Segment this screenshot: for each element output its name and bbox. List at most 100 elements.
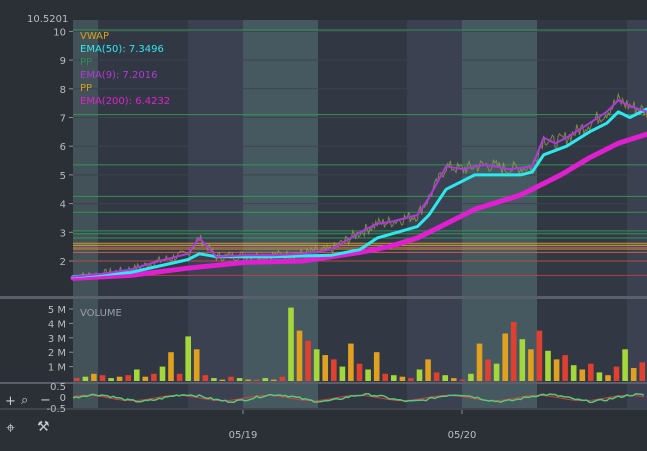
volume-tick-label: 4 M <box>48 319 66 330</box>
volume-bar <box>211 378 217 381</box>
volume-bar <box>296 330 303 381</box>
volume-bar <box>613 366 620 381</box>
volume-tick-label: 5 M <box>48 305 66 316</box>
volume-bar <box>348 343 354 381</box>
legend-entry: VWAP <box>80 31 109 42</box>
volume-bar <box>253 379 260 381</box>
volume-bar <box>570 365 577 381</box>
session-shade <box>407 20 462 296</box>
volume-bar <box>502 333 508 381</box>
volume-bar <box>245 379 251 381</box>
volume-bar <box>459 379 466 381</box>
volume-bar <box>219 379 226 381</box>
volume-bar <box>125 375 131 381</box>
volume-bar <box>142 376 149 381</box>
price-tick-label: 7 <box>60 114 66 125</box>
legend-entry: EMA(200): 6.4232 <box>80 96 170 107</box>
volume-bar <box>228 376 234 381</box>
oscillator-tick-label: 0.5 <box>50 382 66 393</box>
volume-bar <box>416 369 423 381</box>
volume-bar <box>485 359 491 381</box>
session-shade <box>462 20 537 296</box>
zoom-in-icon[interactable]: + <box>5 394 16 409</box>
volume-bar <box>176 373 183 381</box>
volume-bar <box>151 373 157 381</box>
price-tick-label: 2 <box>60 257 66 268</box>
volume-bar <box>639 362 645 381</box>
volume-bar <box>262 378 269 381</box>
price-tick-label: 4 <box>60 200 66 211</box>
volume-bar <box>408 378 414 381</box>
volume-bar <box>519 339 526 381</box>
volume-bar <box>536 330 543 381</box>
volume-bar <box>528 349 534 381</box>
volume-bar <box>442 375 448 381</box>
volume-bar <box>562 355 568 381</box>
volume-bar <box>185 336 191 381</box>
x-tick-label: 05/20 <box>448 430 477 441</box>
volume-bar <box>116 376 123 381</box>
panel-divider <box>0 408 647 410</box>
price-tick-label: 3 <box>60 228 66 239</box>
volume-bar <box>313 349 320 381</box>
volume-label: VOLUME <box>80 308 122 319</box>
price-axis-top: 10.5201 <box>27 14 68 25</box>
search-icon[interactable]: ⌕ <box>21 393 29 408</box>
legend-entry: EMA(50): 7.3496 <box>80 44 164 55</box>
session-shade <box>407 299 462 382</box>
volume-bar <box>605 375 611 381</box>
volume-bar <box>579 369 586 381</box>
volume-bar <box>493 363 500 381</box>
volume-bar <box>134 369 140 381</box>
move-crosshair-icon[interactable]: ⌖ <box>6 418 16 437</box>
price-tick-label: 10 <box>53 27 66 38</box>
session-shade <box>73 299 98 382</box>
volume-bar <box>382 373 388 381</box>
volume-bar <box>356 363 363 381</box>
pin-icon[interactable]: ⚒ <box>37 419 50 435</box>
session-shade <box>462 299 537 382</box>
volume-bar <box>391 375 397 381</box>
zoom-out-icon[interactable]: − <box>40 393 51 408</box>
volume-bar <box>108 378 114 381</box>
volume-tick-label: 3 M <box>48 334 66 345</box>
volume-tick-label: 2 M <box>48 348 66 359</box>
legend-entry: PP <box>80 57 92 68</box>
volume-bar <box>82 376 89 381</box>
legend-entry: PP <box>80 83 92 94</box>
session-shade <box>627 20 647 296</box>
volume-bar <box>433 372 440 381</box>
volume-bar <box>425 359 431 381</box>
volume-bar <box>322 355 328 381</box>
series-line-ema50 <box>71 107 647 279</box>
session-shade <box>627 299 647 382</box>
volume-bar <box>202 375 209 381</box>
panel-divider <box>0 382 647 384</box>
session-shade <box>243 20 318 296</box>
series-line-ema200 <box>70 131 647 281</box>
session-shade <box>188 20 243 296</box>
volume-bar <box>630 368 637 381</box>
price-tick-label: 5 <box>60 171 66 182</box>
session-shade <box>73 20 98 296</box>
volume-bar <box>236 378 243 381</box>
panel-divider <box>0 296 647 299</box>
series-line-ema9 <box>72 99 647 278</box>
volume-bar <box>271 379 277 381</box>
volume-bar <box>476 343 483 381</box>
volume-bar <box>305 340 311 381</box>
volume-bar <box>74 378 80 381</box>
volume-bar <box>288 307 294 381</box>
volume-bar <box>279 376 286 381</box>
volume-bar <box>622 349 628 381</box>
price-tick-label: 6 <box>60 142 66 153</box>
legend-entry: EMA(9): 7.2016 <box>80 70 158 81</box>
volume-bar <box>545 350 551 381</box>
x-tick-label: 05/19 <box>229 430 258 441</box>
volume-bar <box>596 372 603 381</box>
price-tick-label: 9 <box>60 56 66 67</box>
oscillator-tick-label: 0 <box>60 393 66 404</box>
volume-bar <box>451 378 457 381</box>
